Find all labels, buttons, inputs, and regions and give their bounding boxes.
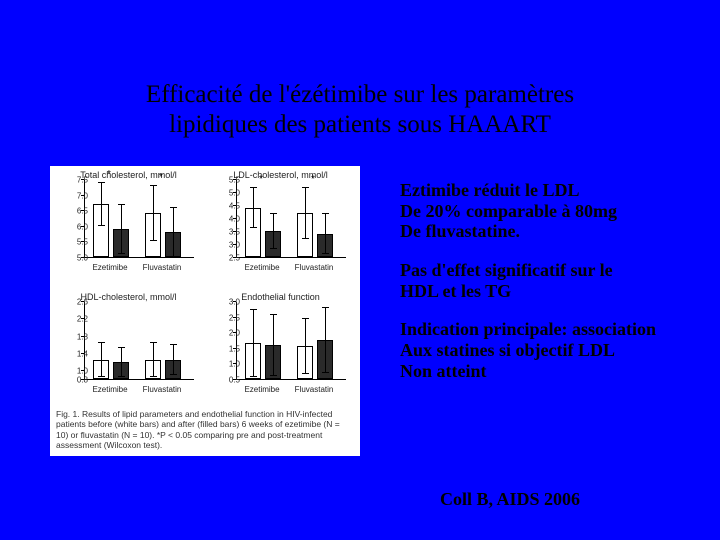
ytick-label: 6.0 [68,222,88,231]
errorbar-post [325,307,326,373]
bullet-text-block: Eztimibe réduit le LDLDe 20% comparable … [400,180,700,400]
xlabel: Ezetimibe [85,263,135,272]
errorbar-pre [305,187,306,239]
xlabel: Fluvastatin [289,263,339,272]
axis: ** [236,180,346,258]
panel-ldl: LDL-cholesterol, mmol/l**2.53.03.54.04.5… [208,168,353,278]
errorbar-post [325,213,326,255]
panel-hdl: HDL-cholesterol, mmol/l0.81.01.41.82.22.… [56,290,201,400]
ytick-label: 1.0 [220,360,240,369]
title-line2: lipidiques des patients sous HAAART [0,110,720,140]
ytick-label: 3.5 [220,228,240,237]
ytick-label: 3.0 [220,298,240,307]
bullet-3: Indication principale: associationAux st… [400,319,700,381]
ytick-label: 2.0 [220,329,240,338]
axis [84,302,194,380]
ytick-label: 5.5 [220,176,240,185]
xlabel: Ezetimibe [237,385,287,394]
ytick-label: 3.0 [220,241,240,250]
errorbar-pre [101,182,102,226]
errorbar-post [173,207,174,257]
ytick-label: 5.5 [68,238,88,247]
errorbar-post [121,204,122,254]
ytick-label: 1.0 [68,367,88,376]
citation: Coll B, AIDS 2006 [440,489,580,510]
ytick-label: 5.0 [220,189,240,198]
errorbar-pre [305,318,306,374]
significance-star: * [259,174,263,185]
ytick-label: 4.5 [220,202,240,211]
xlabel: Ezetimibe [237,263,287,272]
ytick-label: 1.8 [68,332,88,341]
significance-star: * [107,169,111,180]
xlabel: Fluvastatin [137,263,187,272]
errorbar-pre [153,185,154,241]
ytick-label: 0.8 [68,376,88,385]
bullet-1: Eztimibe réduit le LDLDe 20% comparable … [400,180,700,242]
errorbar-pre [253,187,254,229]
panel-tc: Total cholesterol, mmol/l**5.05.56.06.57… [56,168,201,278]
ytick-label: 1.4 [68,350,88,359]
axis: ** [84,180,194,258]
ytick-label: 2.2 [68,315,88,324]
xlabel: Ezetimibe [85,385,135,394]
ytick-label: 6.5 [68,207,88,216]
ytick-label: 2.5 [220,254,240,263]
ytick-label: 4.0 [220,215,240,224]
errorbar-post [273,213,274,249]
figure-caption: Fig. 1. Results of lipid parameters and … [56,409,354,450]
errorbar-pre [101,342,102,377]
xlabel: Fluvastatin [137,385,187,394]
ytick-label: 1.5 [220,344,240,353]
errorbar-pre [253,309,254,378]
errorbar-post [273,314,274,376]
errorbar-pre [153,342,154,377]
significance-star: * [311,174,315,185]
figure-panel-grid: Total cholesterol, mmol/l**5.05.56.06.57… [50,166,360,456]
ytick-label: 0.5 [220,376,240,385]
title-line1: Efficacité de l'ézétimibe sur les paramè… [0,80,720,110]
ytick-label: 7.5 [68,176,88,185]
axis [236,302,346,380]
ytick-label: 2.5 [220,313,240,322]
slide-title: Efficacité de l'ézétimibe sur les paramè… [0,80,720,140]
ytick-label: 5.0 [68,254,88,263]
xlabel: Fluvastatin [289,385,339,394]
errorbar-post [121,347,122,377]
bullet-2: Pas d'effet significatif sur leHDL et le… [400,260,700,301]
panel-endo: Endothelial function0.51.01.52.02.53.0Ez… [208,290,353,400]
ytick-label: 2.6 [68,298,88,307]
significance-star: * [159,172,163,183]
ytick-label: 7.0 [68,191,88,200]
errorbar-post [173,344,174,374]
